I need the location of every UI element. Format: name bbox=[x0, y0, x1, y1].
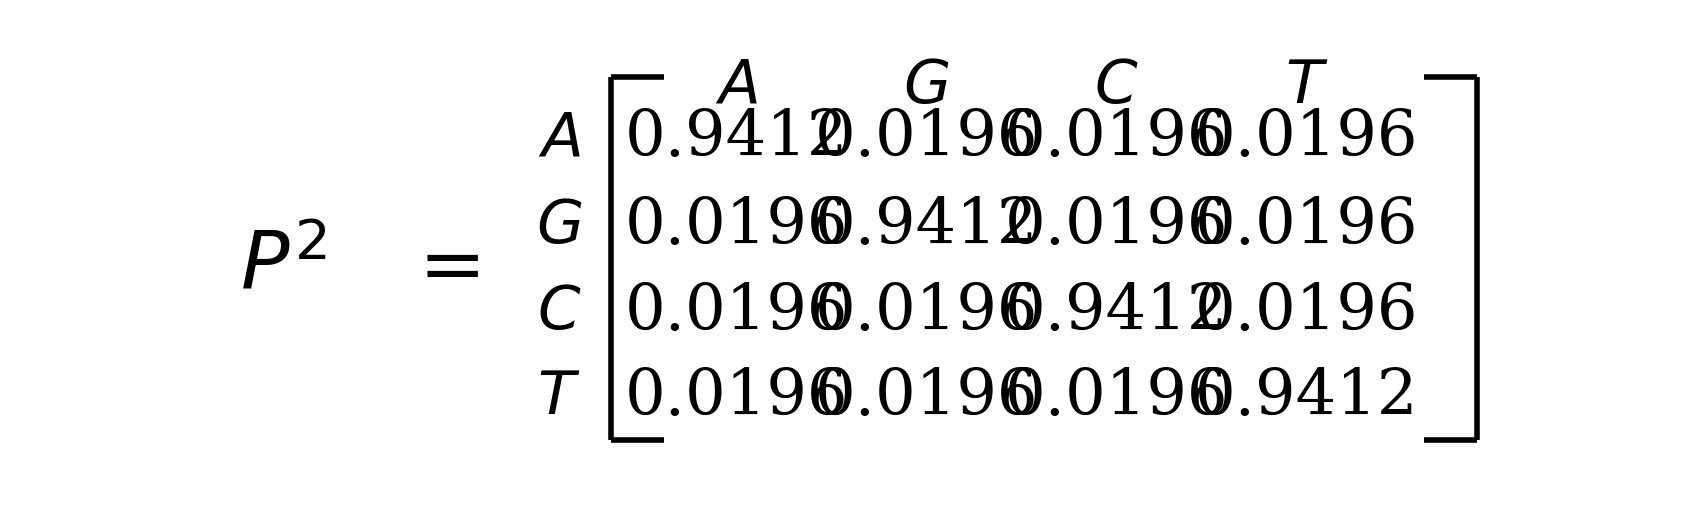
Text: 0.0196: 0.0196 bbox=[1005, 108, 1228, 169]
Text: $P^2$: $P^2$ bbox=[240, 228, 327, 306]
Text: 0.0196: 0.0196 bbox=[624, 367, 848, 427]
Text: $=$: $=$ bbox=[403, 228, 479, 306]
Text: 0.0196: 0.0196 bbox=[814, 367, 1037, 427]
Text: 0.9412: 0.9412 bbox=[814, 195, 1037, 257]
Text: 0.0196: 0.0196 bbox=[624, 195, 848, 257]
Text: 0.0196: 0.0196 bbox=[1195, 108, 1418, 169]
Text: 0.9412: 0.9412 bbox=[1005, 281, 1228, 342]
Text: 0.0196: 0.0196 bbox=[1195, 281, 1418, 342]
Text: $\mathit{A}$: $\mathit{A}$ bbox=[538, 109, 580, 168]
Text: 0.0196: 0.0196 bbox=[814, 108, 1037, 169]
Text: 0.0196: 0.0196 bbox=[1005, 195, 1228, 257]
Text: $\mathit{G}$: $\mathit{G}$ bbox=[536, 196, 582, 256]
Text: $\mathit{A}$: $\mathit{A}$ bbox=[714, 57, 758, 115]
Text: 0.0196: 0.0196 bbox=[624, 281, 848, 342]
Text: 0.9412: 0.9412 bbox=[624, 108, 848, 169]
Text: $\mathit{T}$: $\mathit{T}$ bbox=[538, 368, 580, 426]
Text: $\mathit{C}$: $\mathit{C}$ bbox=[1095, 57, 1139, 115]
Text: 0.0196: 0.0196 bbox=[814, 281, 1037, 342]
Text: $\mathit{C}$: $\mathit{C}$ bbox=[536, 282, 582, 341]
Text: 0.0196: 0.0196 bbox=[1195, 195, 1418, 257]
Text: $\mathit{G}$: $\mathit{G}$ bbox=[904, 57, 949, 115]
Text: 0.9412: 0.9412 bbox=[1195, 367, 1418, 427]
Text: $\mathit{T}$: $\mathit{T}$ bbox=[1284, 57, 1328, 115]
Text: 0.0196: 0.0196 bbox=[1005, 367, 1228, 427]
